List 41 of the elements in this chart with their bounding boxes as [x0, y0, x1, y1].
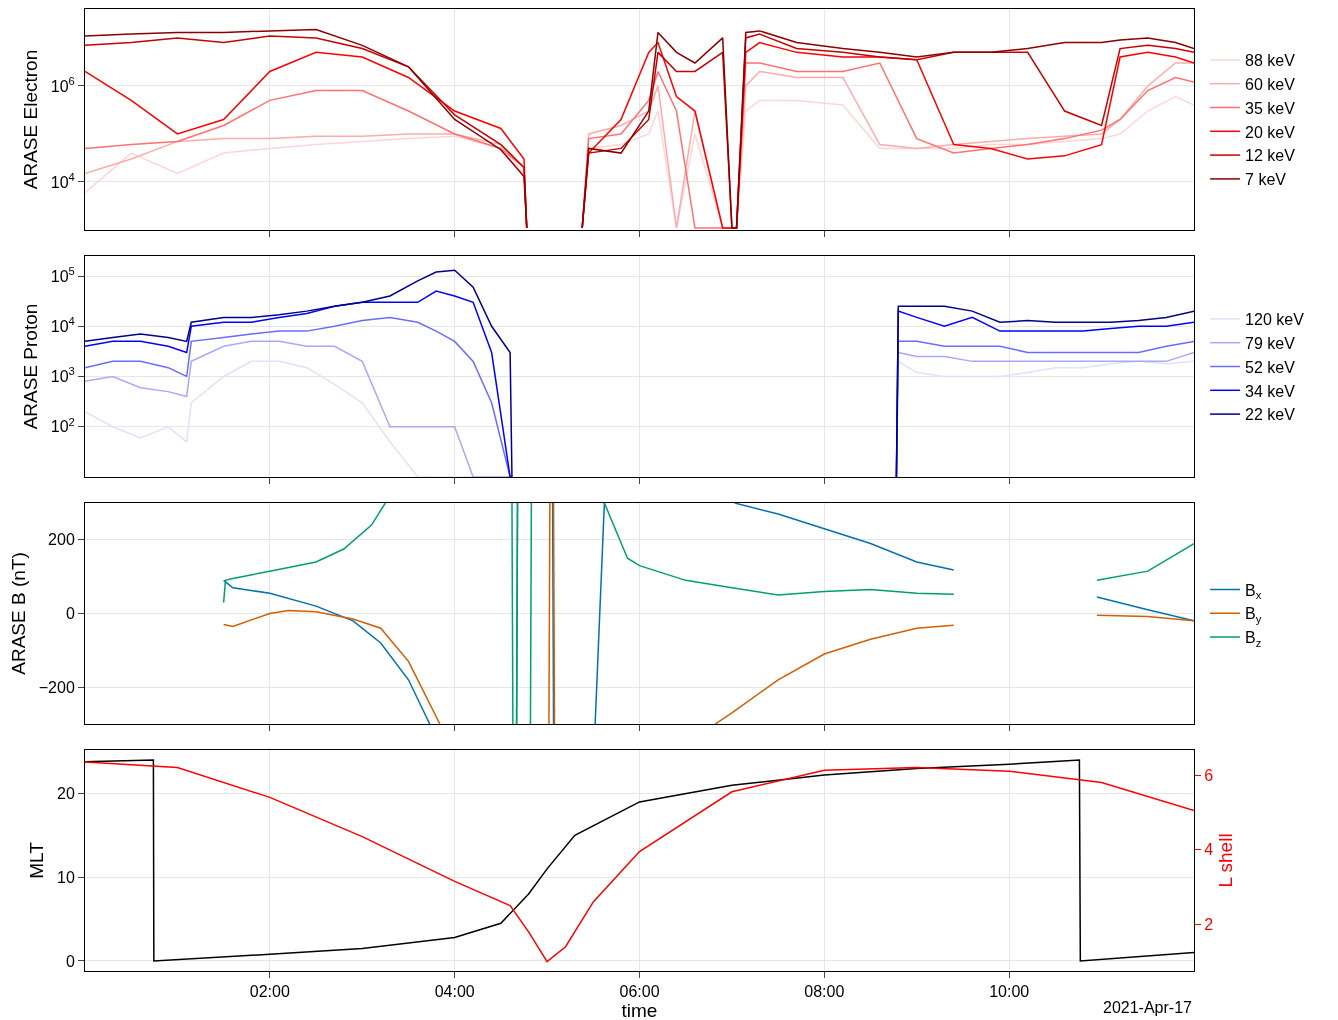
legend-label: B$_{x}$: [1245, 581, 1262, 601]
y-tick-label: 10$^{2}$: [50, 415, 75, 436]
y-tick-label: 10$^{3}$: [50, 365, 75, 386]
legend-label: 22 keV: [1245, 406, 1296, 424]
y-tick-label: −200: [38, 678, 75, 696]
text: 2021-Apr-17: [1103, 999, 1193, 1016]
y-tick-label: 10$^{5}$: [50, 264, 75, 285]
y-tick-label: 10$^{6}$: [50, 74, 75, 95]
x-axis-title: time: [621, 1000, 658, 1020]
y-tick-label: 20: [57, 785, 75, 803]
y2-axis-title: L shell: [1215, 833, 1236, 888]
y-tick-label: 200: [48, 531, 75, 549]
y2-tick-label: 2: [1204, 915, 1214, 933]
legend-label: 52 keV: [1245, 358, 1296, 376]
y-axis-title: ARASE B (nT): [7, 552, 29, 675]
y-tick-label: 10$^{4}$: [50, 170, 75, 191]
legend-label: 60 keV: [1245, 75, 1296, 93]
y2-tick-label: 4: [1204, 841, 1214, 859]
legend-label: B$_{y}$: [1245, 605, 1262, 625]
legend-label: 88 keV: [1245, 52, 1296, 70]
x-tick-label: 08:00: [804, 983, 845, 1001]
legend-label: 20 keV: [1245, 123, 1296, 141]
x-tick-label: 10:00: [989, 983, 1030, 1001]
x-tick-label: 02:00: [249, 983, 290, 1001]
y-axis-title: ARASE Proton: [19, 303, 41, 430]
legend-label: 34 keV: [1245, 382, 1296, 400]
legend-label: 7 keV: [1245, 171, 1287, 189]
legend-label: B$_{z}$: [1245, 629, 1262, 649]
y-tick-label: 10: [57, 868, 75, 886]
x-tick-label: 06:00: [619, 983, 660, 1001]
legend-label: 12 keV: [1245, 147, 1296, 165]
x-tick-label: 04:00: [434, 983, 475, 1001]
y-tick-label: 0: [65, 952, 75, 970]
y-tick-label: 10$^{4}$: [50, 315, 75, 335]
y-tick-label: 0: [65, 605, 75, 623]
legend-label: 79 keV: [1245, 334, 1296, 352]
legend-label: 120 keV: [1245, 311, 1305, 329]
legend-label: 35 keV: [1245, 99, 1296, 117]
y2-tick-label: 6: [1204, 766, 1214, 784]
y-axis-title: ARASE Electron: [19, 49, 41, 190]
y-axis-title: MLT: [25, 841, 47, 879]
